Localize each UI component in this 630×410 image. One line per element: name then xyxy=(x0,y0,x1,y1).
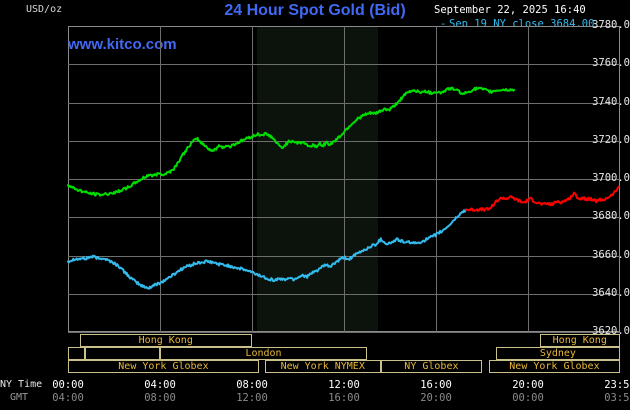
session-bar-ny-globex: NY Globex xyxy=(380,360,482,373)
session-bar-blank xyxy=(68,347,86,360)
x-axis-ny-tick: 20:00 xyxy=(512,379,544,391)
session-bar-new-york-nymex: New York NYMEX xyxy=(264,360,381,373)
session-bar-hong-kong: Hong Kong xyxy=(539,334,620,347)
gridline-horizontal xyxy=(68,332,620,333)
gridline-vertical xyxy=(252,26,253,332)
y-axis-tick-label: 3780.0 xyxy=(592,19,630,31)
session-bar-blank xyxy=(85,347,160,360)
x-axis-ny-tick: 16:00 xyxy=(420,379,452,391)
session-bar-hong-kong: Hong Kong xyxy=(79,334,252,347)
y-axis-tick-label: 3760.0 xyxy=(592,57,630,69)
x-axis-ny-time-label: NY Time xyxy=(0,379,43,390)
x-axis-gmt-tick: 03:59 xyxy=(604,392,630,404)
x-axis-gmt-label: GMT xyxy=(10,392,29,403)
gridline-vertical xyxy=(344,26,345,332)
kitco-watermark: www.kitco.com xyxy=(68,36,177,53)
legend-marker-icon: - xyxy=(440,18,447,30)
session-bar-sydney: Sydney xyxy=(495,347,620,360)
gridline-vertical xyxy=(528,26,529,332)
y-axis-tick-label: 3680.0 xyxy=(592,210,630,222)
timestamp: September 22, 2025 16:40 xyxy=(434,4,586,16)
x-axis-ny-tick: 12:00 xyxy=(328,379,360,391)
gridline-vertical xyxy=(160,26,161,332)
session-bar-new-york-globex: New York Globex xyxy=(68,360,259,373)
y-axis-tick-label: 3720.0 xyxy=(592,134,630,146)
session-bar-new-york-globex: New York Globex xyxy=(488,360,620,373)
x-axis-gmt-tick: 20:00 xyxy=(420,392,452,404)
x-axis-gmt-tick: 08:00 xyxy=(144,392,176,404)
y-axis-unit-label: USD/oz xyxy=(26,4,63,15)
gridline-vertical xyxy=(436,26,437,332)
x-axis-gmt-tick: 12:00 xyxy=(236,392,268,404)
y-axis-tick-label: 3640.0 xyxy=(592,287,630,299)
x-axis-gmt-tick: 00:00 xyxy=(512,392,544,404)
page-title: 24 Hour Spot Gold (Bid) xyxy=(224,2,406,19)
y-axis-tick-label: 3660.0 xyxy=(592,249,630,261)
y-axis-tick-label: 3700.0 xyxy=(592,172,630,184)
y-axis-tick-label: 3740.0 xyxy=(592,96,630,108)
session-bar-london: London xyxy=(160,347,367,360)
x-axis-ny-tick: 08:00 xyxy=(236,379,268,391)
x-axis-ny-tick: 23:59 xyxy=(604,379,630,391)
x-axis-ny-tick: 04:00 xyxy=(144,379,176,391)
x-axis-gmt-tick: 16:00 xyxy=(328,392,360,404)
x-axis-ny-tick: 00:00 xyxy=(52,379,84,391)
x-axis-gmt-tick: 04:00 xyxy=(52,392,84,404)
